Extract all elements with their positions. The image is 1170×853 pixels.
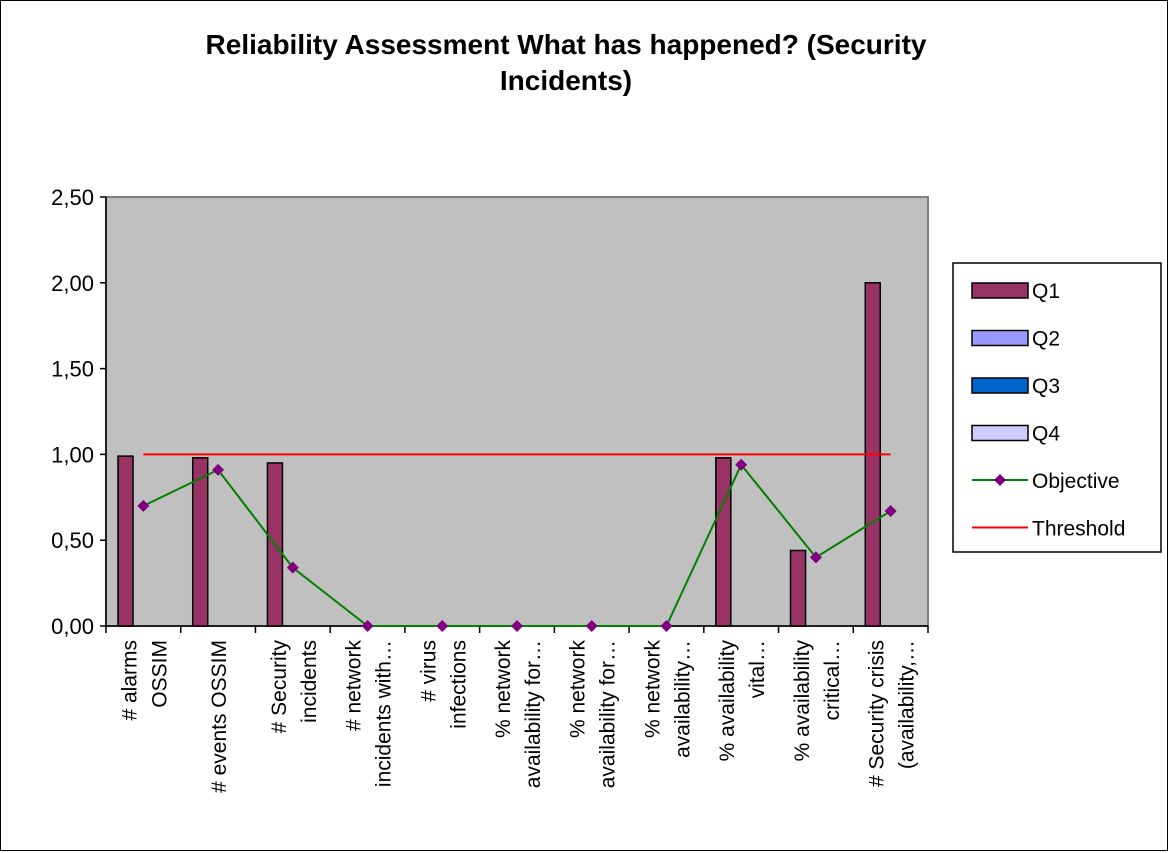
y-tick-label: 2,00 [51,271,94,296]
legend-swatch-q3 [971,377,1029,394]
category-label: # events OSSIM [208,640,231,793]
y-tick-label: 1,00 [51,442,94,467]
bar-q1 [789,549,807,627]
category-label-line: critical… [821,640,844,721]
chart-title-line: Incidents) [500,65,632,96]
category-label: % availability vital… [716,640,769,762]
category-label: # alarms OSSIM [118,640,171,721]
bar-q1 [191,457,209,627]
category-label-line: availability… [671,640,694,758]
category-label-line: % network [641,640,664,739]
legend-label: Q1 [1032,280,1060,303]
legend-label: Q4 [1032,423,1060,446]
objective-point [361,620,374,632]
bar-q1 [715,457,732,627]
category-label-line: % availability [791,640,814,762]
objective-point [137,499,150,512]
category-label-line: # network [343,640,366,732]
legend-swatch-q1 [971,282,1029,299]
chart-title-line: Reliability Assessment What has happened… [206,29,927,60]
category-label-line: % network [492,640,515,739]
legend-marker [994,474,1006,486]
objective-point [884,505,897,518]
category-label: % network availability for… [567,640,620,789]
objective-point [286,561,299,574]
category-label-line: availability for… [522,640,545,788]
objective-point [212,463,225,476]
legend-label: Q3 [1032,375,1060,398]
category-label-line: infections [447,640,470,729]
category-label-line: vital… [746,640,769,698]
category-label-line: % network [567,640,590,739]
category-label-line: % availability [716,640,739,762]
category-label: % network availability… [641,640,694,758]
category-label-line: (availability,… [896,640,919,769]
legend-box [952,262,1162,553]
category-label: # Security incidents [268,640,321,734]
category-label-line: # alarms [118,640,141,721]
legend-label: Objective [1032,470,1120,493]
category-label-line: # events OSSIM [208,640,231,793]
category-label: # virus infections [417,640,470,729]
objective-point [585,620,598,632]
category-label-line: OSSIM [148,640,171,708]
objective-point [809,551,822,564]
objective-point [660,620,673,632]
bar-q1 [117,455,134,627]
category-label-line: incidents [298,640,321,723]
category-label: # Security crisis (availability,… [866,640,919,787]
category-label: % network availability for… [492,640,545,789]
category-label: % availability critical… [791,640,844,762]
category-label-line: # Security crisis [866,640,889,787]
legend-label: Threshold [1032,518,1125,541]
category-label-line: availability for… [597,640,620,788]
category-label-line: # virus [417,640,440,702]
objective-point [436,620,449,632]
category-label-line: # Security [268,640,291,734]
y-tick-label: 0,00 [51,614,94,639]
category-label-line: incidents with… [373,640,396,787]
y-tick-label: 2,50 [51,185,94,210]
objective-point [511,620,523,632]
legend-label: Q2 [1032,328,1060,351]
legend-swatch-q4 [971,424,1029,442]
objective-point [735,458,748,471]
y-tick-label: 0,50 [51,528,94,553]
category-label: # network incidents with… [343,640,396,788]
legend-swatch-q2 [971,329,1029,347]
y-tick-label: 1,50 [51,357,94,382]
